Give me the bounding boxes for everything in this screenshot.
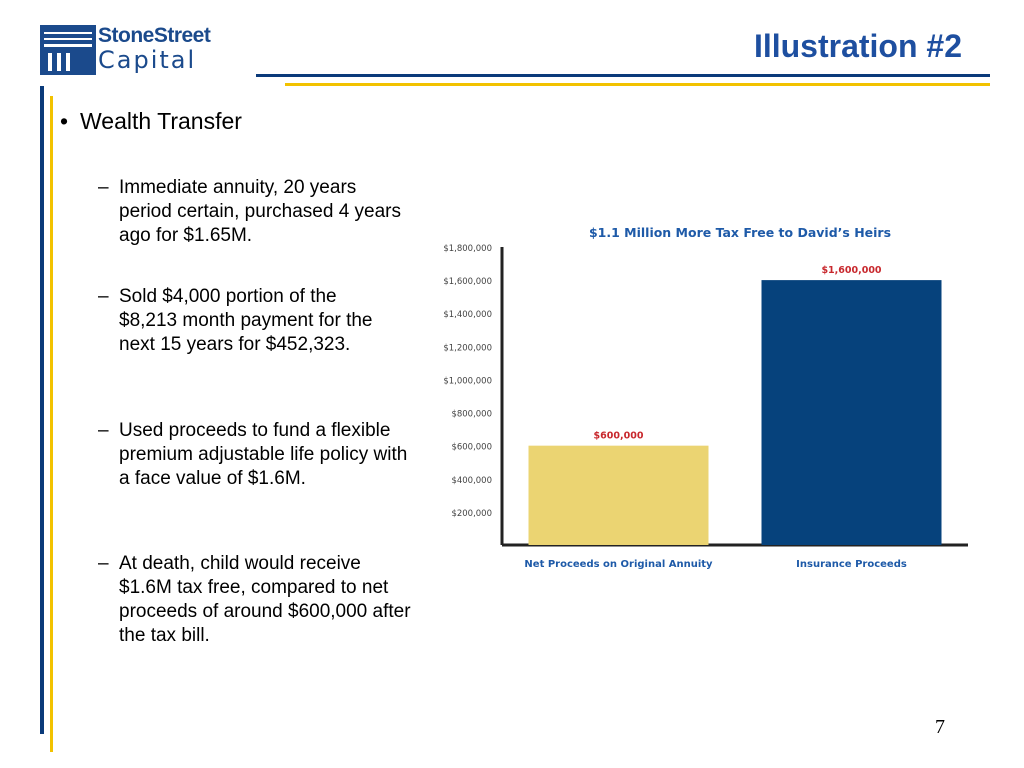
x-category-label: Net Proceeds on Original Annuity [524,559,713,570]
sub-bullet-3: – Used proceeds to fund a flexible premi… [98,419,418,491]
sub-bullet-text: Sold $4,000 portion of the $8,213 month … [119,286,373,355]
sub-bullet-dash: – [98,286,109,307]
sub-bullet-4: – At death, child would receive $1.6M ta… [98,552,418,648]
page-number: 7 [935,716,945,738]
bullet-dot: • [60,108,69,134]
bar-data-label: $600,000 [594,431,644,442]
sub-bullet-text: Immediate annuity, 20 years period certa… [119,177,401,246]
y-tick-label: $1,000,000 [443,376,492,386]
main-bullet: • Wealth Transfer [60,108,242,135]
sub-bullet-dash: – [98,177,109,198]
y-tick-label: $200,000 [451,509,492,519]
logo-wordmark-stonestreet: StoneStreet [98,24,211,47]
y-tick-label: $1,200,000 [443,343,492,353]
sub-bullet-2: – Sold $4,000 portion of the $8,213 mont… [98,285,418,357]
y-tick-label: $1,800,000 [443,244,492,254]
stonestreet-capital-logo: StoneStreet Capital [40,22,216,78]
bar-data-label: $1,600,000 [821,265,881,276]
sub-bullet-text: At death, child would receive $1.6M tax … [119,553,411,646]
y-tick-label: $400,000 [451,476,492,486]
header-rule-blue [256,74,990,77]
logo-wordmark-capital: Capital [98,46,197,74]
sub-bullet-text: Used proceeds to fund a flexible premium… [119,420,408,489]
wealth-transfer-bar-chart: $1.1 Million More Tax Free to David’s He… [443,225,968,570]
bar [761,280,942,545]
main-bullet-text: Wealth Transfer [80,108,242,134]
y-tick-label: $600,000 [451,443,492,453]
y-tick-label: $1,400,000 [443,310,492,320]
y-tick-label: $1,600,000 [443,277,492,287]
header-rule-gold [285,83,990,86]
y-tick-label: $800,000 [451,410,492,420]
chart-title: $1.1 Million More Tax Free to David’s He… [589,225,891,240]
columns-logo-icon [40,25,96,75]
left-rule-gold [50,96,53,752]
bar [528,445,709,545]
x-category-label: Insurance Proceeds [796,559,907,570]
left-rule-blue [40,86,44,734]
sub-bullet-dash: – [98,553,109,574]
page-title: Illustration #2 [753,28,962,64]
sub-bullet-dash: – [98,420,109,441]
sub-bullet-1: – Immediate annuity, 20 years period cer… [98,176,418,248]
